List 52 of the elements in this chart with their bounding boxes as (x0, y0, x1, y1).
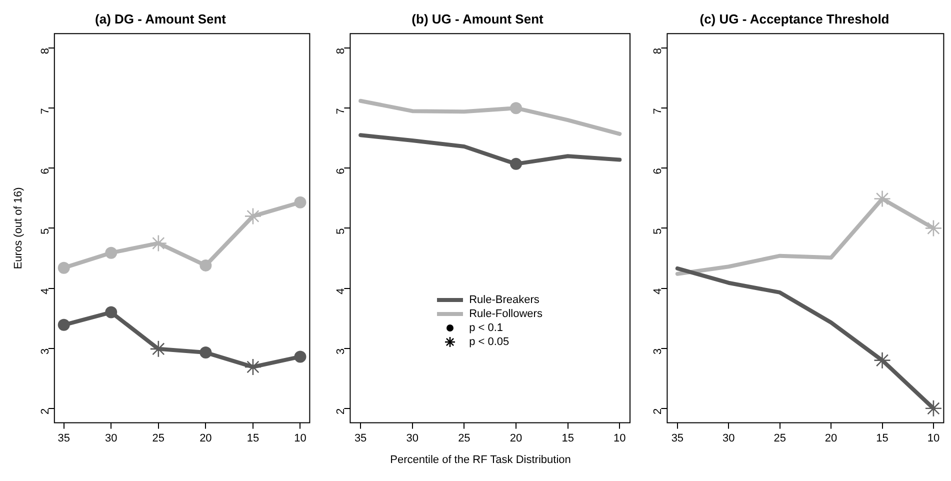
y-tick-label: 7 (652, 108, 664, 114)
x-tick-label: 35 (58, 432, 70, 444)
y-tick-label: 2 (39, 408, 52, 415)
y-tick-label: 6 (335, 168, 348, 174)
y-tick-label: 3 (652, 348, 664, 354)
x-tick-label: 25 (458, 432, 470, 444)
x-tick-label: 20 (824, 432, 838, 444)
x-tick-label: 15 (562, 432, 574, 444)
x-tick-label: 30 (406, 432, 419, 444)
y-tick-label: 8 (652, 48, 664, 54)
legend-label: Rule-Breakers (469, 292, 540, 307)
y-tick-label: 7 (39, 108, 52, 114)
x-tick-label: 25 (774, 432, 786, 444)
chart-title: (b) UG - Amount Sent (412, 11, 544, 26)
x-tick-label: 15 (876, 432, 888, 444)
point (874, 352, 891, 369)
chart-title: (a) DG - Amount Sent (95, 11, 227, 26)
point (874, 190, 891, 208)
x-tick-label: 20 (510, 432, 522, 444)
x-tick-label: 30 (722, 432, 735, 444)
y-tick-label: 6 (39, 168, 52, 174)
y-tick-label: 6 (652, 168, 664, 174)
y-tick-label: 5 (39, 228, 52, 234)
y-tick-label: 4 (335, 288, 348, 294)
y-tick-label: 2 (335, 408, 348, 415)
y-tick-label: 3 (335, 348, 348, 354)
legend-label: Rule-Followers (469, 306, 542, 321)
y-tick-label: 4 (39, 288, 52, 294)
x-tick-label: 15 (246, 432, 260, 444)
x-tick-label: 10 (927, 432, 940, 444)
annotation: p < 0.05 (469, 334, 510, 349)
y-tick-label: 8 (39, 48, 52, 54)
x-tick-label: 35 (354, 432, 367, 444)
x-tick-label: 25 (152, 432, 165, 444)
y-tick-label: 5 (335, 228, 348, 234)
y-tick-label: 2 (652, 408, 664, 415)
point (924, 400, 942, 418)
x-tick-label: 10 (294, 432, 306, 444)
y-axis-title: Euros (out of 16) (12, 187, 25, 270)
x-tick-label: 20 (200, 432, 212, 444)
x-tick-label: 10 (614, 432, 626, 444)
y-tick-label: 5 (652, 228, 664, 234)
y-tick-label: 4 (652, 288, 664, 294)
y-tick-label: 3 (39, 348, 52, 354)
x-axis-title: Percentile of the RF Task Distribution (389, 454, 572, 466)
annotation: p < 0.1 (469, 320, 504, 335)
x-tick-label: 35 (671, 432, 684, 444)
chart-title: (c) UG - Acceptance Threshold (700, 11, 890, 26)
point (924, 220, 942, 237)
y-tick-label: 7 (335, 108, 348, 114)
x-tick-label: 30 (105, 432, 118, 444)
y-tick-label: 8 (335, 48, 348, 54)
